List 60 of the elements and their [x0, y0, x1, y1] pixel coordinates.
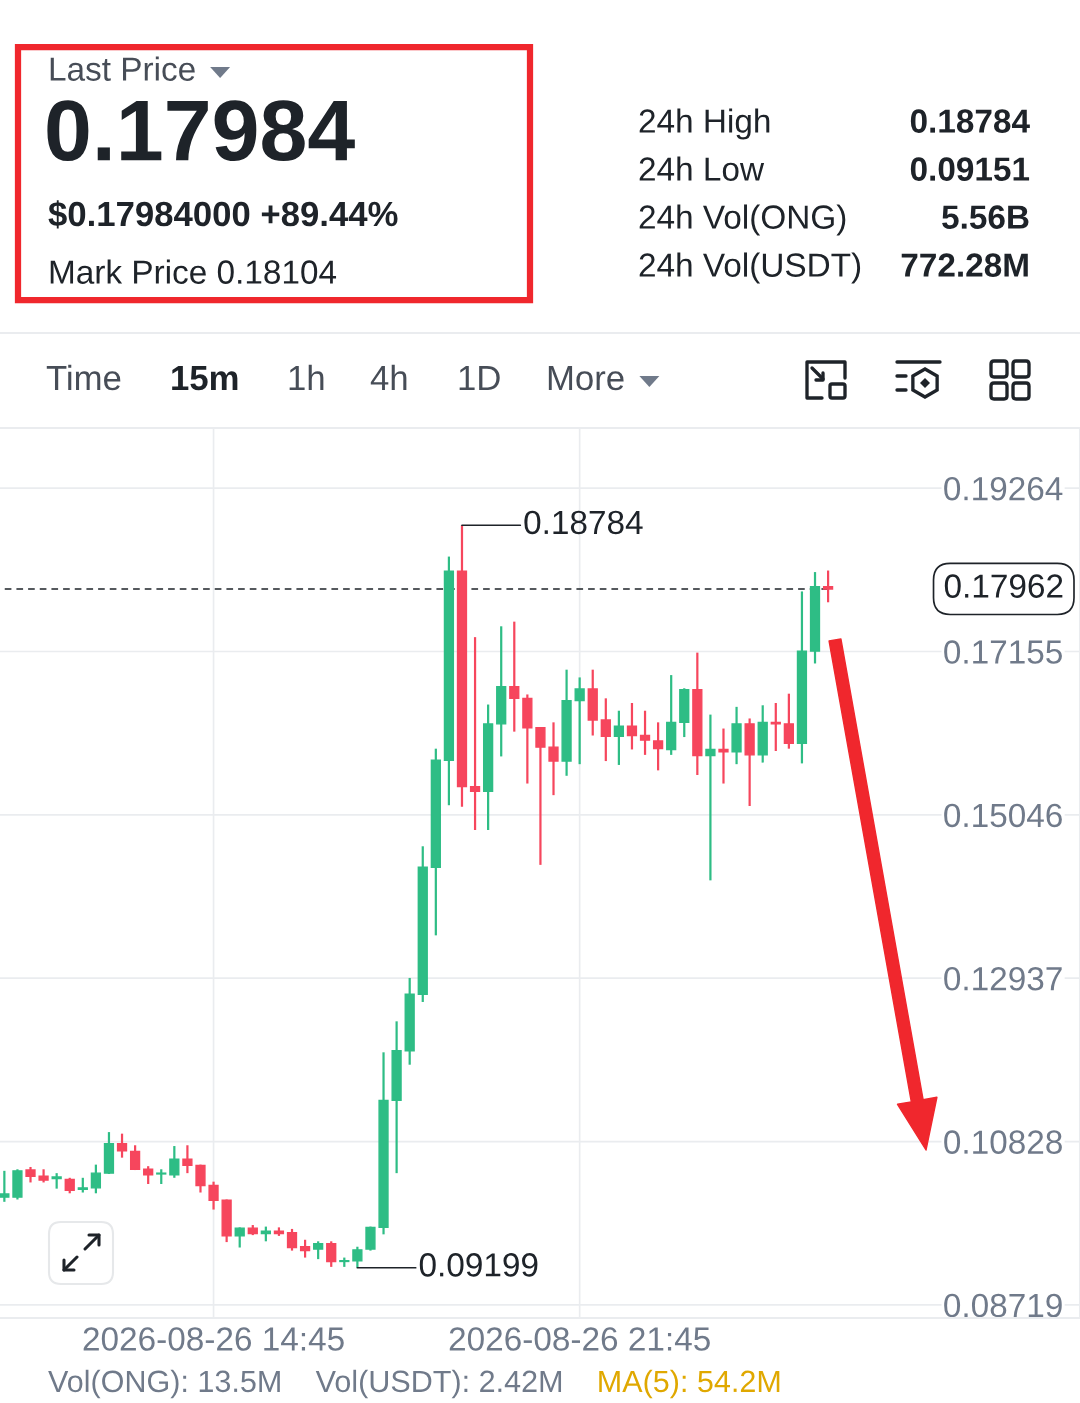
- candlestick: [326, 1240, 337, 1268]
- text: 15m: [172, 366, 238, 391]
- text: 0.17984: [47, 100, 355, 162]
- candlestick: [352, 1245, 363, 1269]
- x-tick-label: 2026-08-26 21:45: [449, 1327, 710, 1351]
- candlestick: [469, 636, 481, 832]
- annotation: 0.18784: [524, 510, 643, 535]
- text: 772.28M: [901, 253, 1028, 277]
- candlestick: [286, 1227, 298, 1252]
- y-tick-label: 0.12937: [944, 966, 1062, 991]
- text: More: [548, 366, 624, 391]
- candlestick: [652, 721, 664, 772]
- text: 24h Vol(USDT): [639, 252, 861, 284]
- x-tick-label: 2026-08-26 14:45: [83, 1327, 344, 1351]
- candlestick: [365, 1225, 376, 1252]
- text: 24h High: [639, 108, 770, 140]
- annotation: 0.09199: [419, 1253, 538, 1277]
- y-tick-label: 0.17155: [944, 640, 1062, 664]
- candlestick: [182, 1144, 193, 1175]
- text: 24h Low: [639, 156, 765, 181]
- text: Vol(USDT): 2.42M: [315, 1369, 562, 1399]
- text: 0.09151: [910, 157, 1030, 181]
- y-tick-label: 0.19264: [944, 476, 1063, 501]
- candlestick: [783, 692, 795, 750]
- text: MA(5): 54.2M: [599, 1369, 780, 1399]
- candlestick: [0, 1169, 10, 1203]
- candlestick: [535, 725, 546, 866]
- candlestick: [600, 697, 611, 763]
- candlestick: [129, 1144, 141, 1172]
- candlestick: [639, 709, 651, 756]
- candlestick: [613, 709, 625, 767]
- candlestick: [90, 1163, 102, 1195]
- text: $0.17984000 +89.44%: [48, 200, 398, 229]
- candlestick: [574, 676, 585, 766]
- text: Last Price: [50, 56, 195, 81]
- text: 0.18784: [910, 109, 1030, 133]
- candlestick: [509, 620, 520, 733]
- candlestick: [822, 569, 834, 604]
- candlestick: [116, 1132, 128, 1159]
- ref-line-label: 0.17962: [944, 574, 1063, 598]
- text: 4h: [370, 364, 407, 390]
- candlestick: [770, 701, 781, 753]
- text: 5.56B: [942, 205, 1029, 229]
- candlestick: [208, 1180, 219, 1211]
- y-tick-label: 0.15046: [944, 803, 1062, 828]
- text: Vol(ONG): 13.5M: [48, 1369, 280, 1399]
- text: Time: [46, 364, 121, 391]
- candlestick: [195, 1163, 206, 1194]
- candlestick: [626, 701, 638, 751]
- text: 1h: [289, 364, 324, 390]
- text: 24h Vol(ONG): [639, 204, 846, 236]
- candlestick: [548, 721, 559, 797]
- y-tick-label: 0.08719: [944, 1293, 1062, 1318]
- text: Mark Price 0.18104: [50, 259, 337, 284]
- y-tick-label: 0.10828: [944, 1130, 1062, 1154]
- candlestick: [169, 1144, 180, 1179]
- candlestick: [234, 1226, 245, 1249]
- text: 1D: [459, 366, 500, 390]
- candlestick: [705, 713, 716, 882]
- candlestick: [718, 727, 729, 785]
